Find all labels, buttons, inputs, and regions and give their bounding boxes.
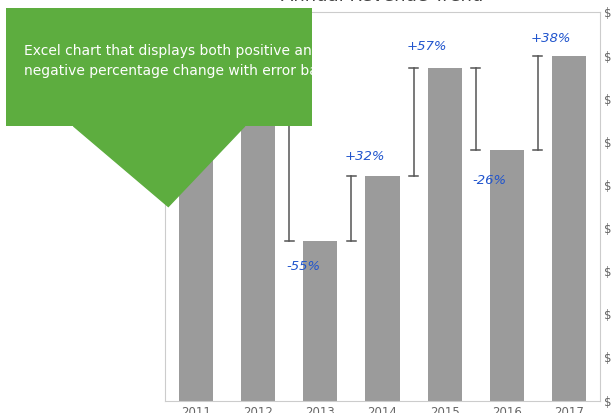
Polygon shape	[73, 126, 245, 206]
Bar	[179, 75, 214, 401]
Bar	[428, 69, 461, 401]
Text: -55%: -55%	[286, 260, 320, 273]
Text: +5%: +5%	[229, 36, 261, 49]
Text: +32%: +32%	[345, 150, 386, 164]
Text: -26%: -26%	[472, 174, 506, 187]
Bar	[551, 55, 586, 401]
Text: +38%: +38%	[531, 32, 572, 45]
Title: Annual Revenue Trend: Annual Revenue Trend	[282, 0, 483, 5]
Bar	[304, 241, 337, 401]
Bar	[490, 150, 524, 401]
Text: +57%: +57%	[407, 40, 447, 53]
Bar	[365, 176, 400, 401]
Bar	[241, 55, 275, 401]
Text: Excel chart that displays both positive and
negative percentage change with erro: Excel chart that displays both positive …	[24, 45, 335, 78]
